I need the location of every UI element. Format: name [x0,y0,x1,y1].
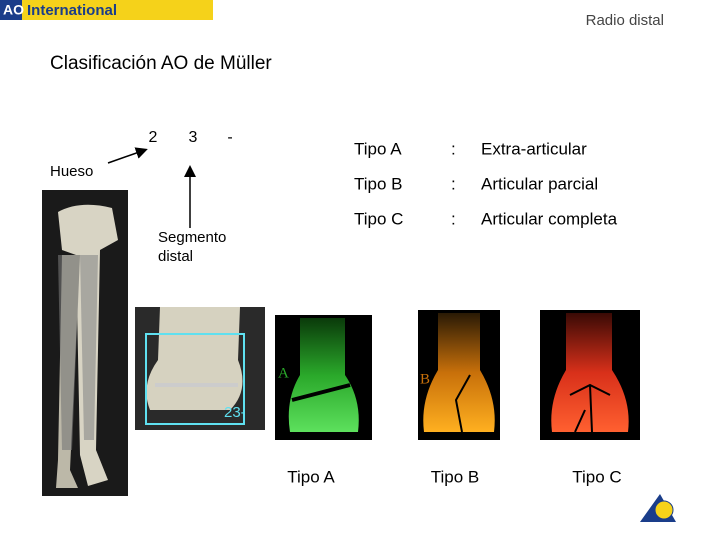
code-part: 2 [149,129,158,146]
arrow [107,147,148,164]
panel-letter: B [420,371,430,387]
type-desc: Articular parcial [481,174,598,193]
type-c-image [540,310,640,440]
type-desc: Articular completa [481,209,618,228]
segment-label: Segmento [158,229,226,246]
panel-letter: A [278,365,289,381]
slide-title: Clasificación AO de Müller [50,53,272,74]
type-b-image: B [418,310,500,440]
caption: Tipo C [572,467,621,486]
type-a-image: A [275,315,372,440]
logo-name: International [27,2,117,19]
caption: Tipo A [287,467,335,486]
separator: : [451,139,456,158]
logo-mark [0,0,22,20]
segment-image: 23- [135,307,265,430]
type-name: Tipo C [354,209,403,228]
section-label: Radio distal [586,12,664,29]
code-part: 3 [189,129,198,146]
caption: Tipo B [431,467,480,486]
separator: : [451,174,456,193]
logo-bg [0,0,213,20]
segment-label: distal [158,248,193,265]
bone-label: Hueso [50,163,93,180]
separator: : [451,209,456,228]
type-desc: Extra-articular [481,139,587,158]
bone-code: 23- [224,404,246,421]
type-name: Tipo B [354,174,403,193]
logo-brand: AO [3,2,24,18]
code-part: - [227,129,232,146]
forearm-image [42,190,128,496]
footer-logo [640,494,676,522]
type-list: Tipo A : Extra-articular Tipo B : Articu… [354,139,618,228]
type-name: Tipo A [354,139,402,158]
